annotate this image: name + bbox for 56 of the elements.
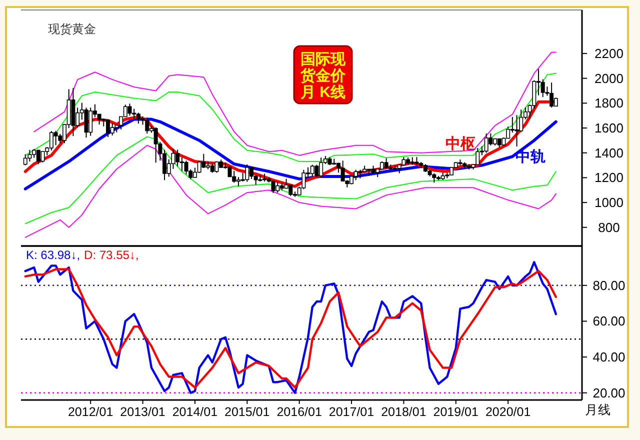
- candlestick: [540, 78, 545, 98]
- annotation: D: 73.55↓,: [84, 248, 139, 262]
- x-tick-label: 2018/01: [381, 405, 426, 419]
- annotation: K: 63.98↓,: [26, 248, 80, 262]
- candlestick: [28, 149, 32, 162]
- candlestick: [354, 169, 358, 181]
- x-tick-label: 2020/01: [485, 405, 531, 419]
- annotation: 货金价: [300, 68, 346, 84]
- candlestick: [314, 164, 319, 178]
- candlestick: [310, 164, 314, 178]
- candlestick: [245, 164, 250, 182]
- series-label: 中枢: [446, 135, 476, 152]
- candlestick: [84, 107, 88, 138]
- text: 现货黄金: [48, 22, 96, 36]
- candlestick: [40, 150, 45, 163]
- candlestick: [210, 162, 214, 174]
- candlestick: [154, 126, 158, 164]
- y-tick-label: 1800: [594, 96, 624, 111]
- candlestick: [514, 114, 519, 148]
- candlestick: [97, 114, 102, 126]
- y-tick-label: 60.00: [592, 314, 626, 329]
- candlestick: [23, 154, 28, 166]
- x-tick-label: 2017/01: [328, 405, 374, 419]
- y-tick-label: 80.00: [592, 278, 626, 293]
- candlestick: [145, 117, 150, 134]
- candlestick: [128, 103, 132, 116]
- x-tick-label: 2012/01: [68, 405, 114, 419]
- y-tick-label: 2000: [594, 70, 624, 86]
- x-tick-label: 2016/01: [276, 405, 322, 419]
- annotation: 国际现: [300, 51, 346, 68]
- y-tick-label: 20.00: [592, 385, 626, 400]
- y-tick-label: 2200: [594, 46, 624, 61]
- x-tick-label: 2019/01: [433, 405, 479, 419]
- text: 月线: [585, 403, 611, 417]
- candlestick: [476, 148, 480, 166]
- y-tick-label: 1600: [594, 120, 624, 136]
- y-tick-label: 800: [598, 220, 620, 235]
- y-tick-label: 1400: [594, 145, 624, 160]
- candlestick: [110, 122, 114, 136]
- candlestick: [484, 133, 488, 154]
- candlestick: [54, 130, 58, 146]
- y-tick-label: 40.00: [592, 350, 626, 365]
- y-tick-label: 1200: [594, 170, 624, 186]
- candlestick: [288, 184, 293, 196]
- annotation: 月 K线: [300, 84, 346, 101]
- candlestick: [271, 180, 276, 194]
- candlestick: [432, 172, 436, 184]
- x-tick-label: 2015/01: [224, 405, 270, 419]
- y-tick-label: 1000: [594, 195, 624, 210]
- line-series: [24, 118, 558, 190]
- candlestick: [384, 158, 388, 170]
- candlestick: [36, 149, 40, 165]
- candlestick: [397, 164, 402, 174]
- x-tick-label: 2013/01: [120, 405, 166, 419]
- x-tick-label: 2014/01: [172, 405, 218, 419]
- candlestick: [202, 153, 206, 168]
